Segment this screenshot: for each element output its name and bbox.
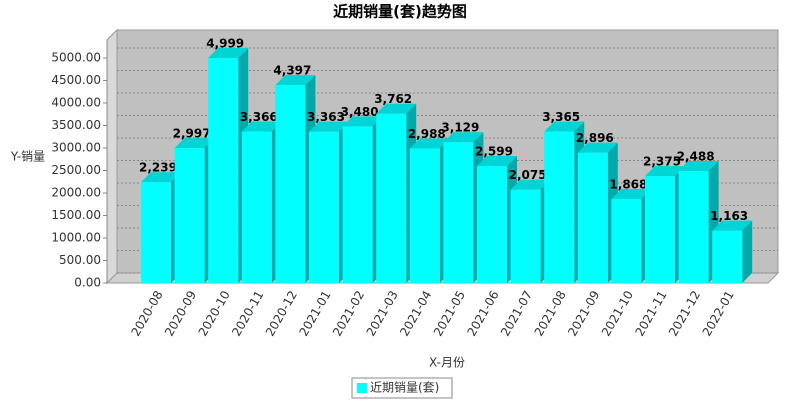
chart-title: 近期销量(套)趋势图 [333,3,467,21]
value-label: 4,999 [206,37,244,51]
x-tick-label: 2021-04 [397,288,434,338]
value-label: 2,599 [475,145,513,159]
bar-top [577,142,618,153]
bar-top [712,220,753,231]
bar [678,171,709,283]
bar [141,182,171,283]
y-axis-label: Y-销量 [10,150,45,164]
value-label: 1,163 [710,209,748,223]
x-tick-label: 2021-08 [532,288,569,338]
x-tick-label: 2021-12 [666,288,703,338]
value-label: 2,997 [173,127,211,141]
bar-top [611,188,652,199]
bar-top [309,121,349,132]
value-label: 2,239 [139,161,177,175]
bar-top [141,172,181,183]
value-label: 2,988 [408,127,446,141]
bar [443,142,474,283]
legend-swatch [357,383,367,393]
y-tick-label: 1000.00 [51,231,101,245]
bar [275,85,306,283]
x-tick-label: 2020-12 [263,288,300,338]
bar-top [409,138,450,149]
bar-top [208,48,249,59]
x-tick-label: 2020-09 [162,288,199,338]
value-label: 2,075 [509,168,547,182]
bar-top [678,161,719,172]
bar [577,152,608,283]
bar [477,166,507,283]
value-label: 1,868 [609,177,647,191]
value-label: 3,366 [240,110,278,124]
bar-top [544,121,585,132]
bar-top [645,166,685,177]
x-tick-label: 2021-06 [464,288,501,338]
y-tick-label: 1500.00 [51,208,101,222]
x-tick-label: 2020-10 [196,288,233,338]
x-tick-label: 2021-10 [599,288,636,338]
x-tick-label: 2021-07 [498,288,535,338]
legend [351,377,453,399]
value-label: 2,896 [576,131,614,145]
value-label: 3,363 [307,110,345,124]
x-tick-label: 2021-01 [296,288,333,338]
bar-top [477,156,517,167]
bar [174,148,205,283]
x-tick-label: 2021-09 [565,288,602,338]
bar-top [443,132,484,143]
bar [208,58,239,283]
y-tick-label: 500.00 [59,253,101,267]
x-tick-label: 2020-08 [128,288,165,338]
y-tick-label: 3000.00 [51,141,101,155]
y-tick-label: 4500.00 [51,73,101,87]
x-tick-label: 2021-02 [330,288,367,338]
value-label: 3,762 [374,92,412,106]
value-label: 4,397 [273,64,311,78]
y-tick-label: 4000.00 [51,96,101,110]
legend-label: 近期销量(套) [370,381,439,395]
bar [645,176,675,283]
bar-side [742,220,753,283]
bar-top [510,179,551,190]
bar [309,131,339,283]
y-tick-label: 5000.00 [51,51,101,65]
bar-top [275,75,316,86]
bar [342,126,373,284]
x-tick-label: 2022-01 [700,288,737,338]
value-label: 3,480 [341,105,379,119]
bar [241,131,272,283]
bar [376,113,407,284]
bar [409,148,440,283]
y-tick-label: 0.00 [74,276,101,290]
left-wall [106,28,118,285]
y-tick-label: 2000.00 [51,186,101,200]
value-label: 3,365 [542,110,580,124]
bar-top [376,103,417,114]
value-label: 2,488 [677,150,715,164]
x-tick-label: 2020-11 [229,288,266,338]
x-tick-label: 2021-11 [632,288,669,338]
y-tick-label: 3500.00 [51,118,101,132]
bar [510,189,541,283]
value-label: 3,129 [441,121,479,135]
x-tick-label: 2021-03 [364,288,401,338]
bar [544,131,575,283]
bar [611,198,642,283]
y-tick-label: 2500.00 [51,163,101,177]
x-tick-label: 2021-05 [431,288,468,338]
bar-top [174,138,215,149]
bar-top [241,121,282,132]
bar-top [342,116,383,127]
x-axis-label: X-月份 [429,356,465,370]
value-label: 2,375 [643,155,681,169]
bar [712,230,743,283]
